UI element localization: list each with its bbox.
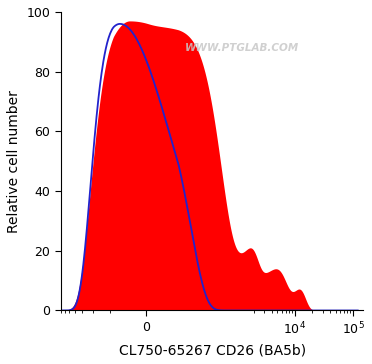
Text: WWW.PTGLAB.COM: WWW.PTGLAB.COM bbox=[185, 43, 299, 53]
X-axis label: CL750-65267 CD26 (BA5b): CL750-65267 CD26 (BA5b) bbox=[119, 343, 306, 357]
Y-axis label: Relative cell number: Relative cell number bbox=[7, 90, 21, 233]
